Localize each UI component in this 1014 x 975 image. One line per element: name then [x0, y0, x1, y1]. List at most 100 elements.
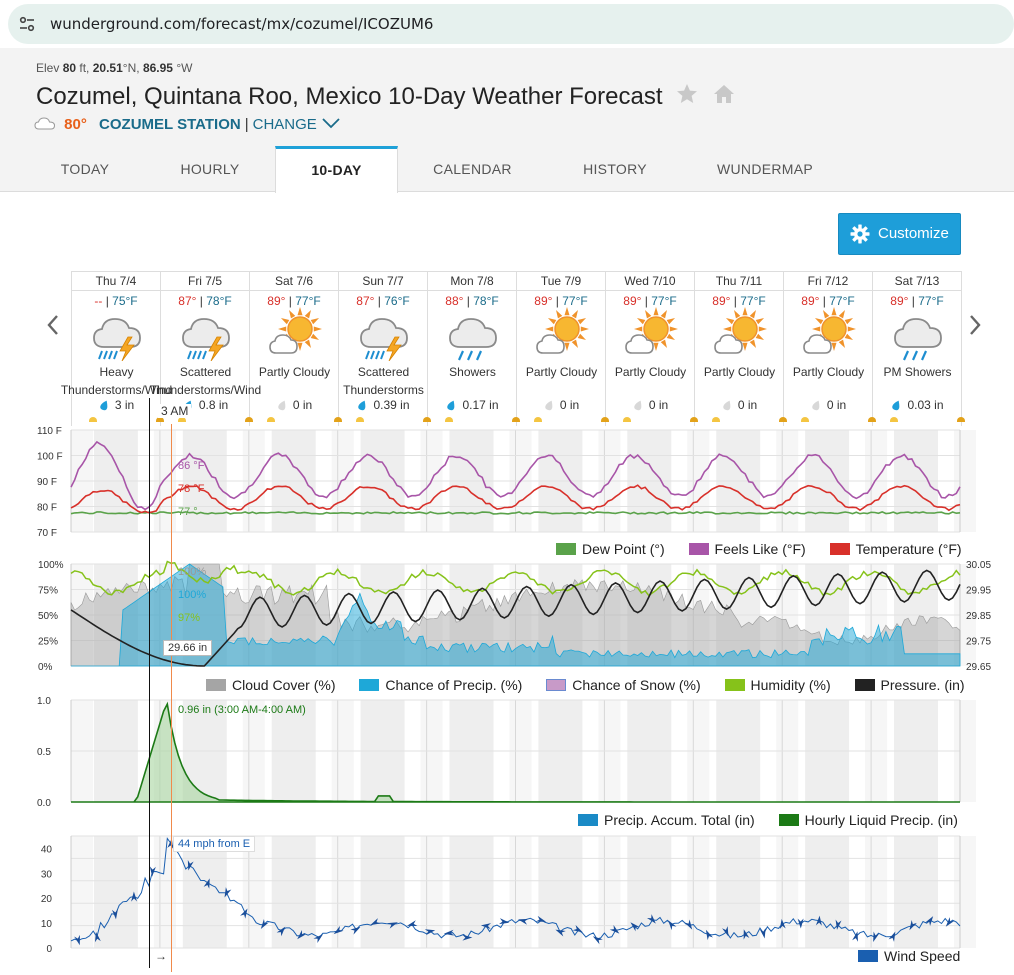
legend-chance-precip[interactable]: Chance of Precip. (%): [339, 677, 522, 693]
legend-cloud-cover[interactable]: Cloud Cover (%): [186, 677, 335, 693]
next-days-button[interactable]: [968, 312, 982, 343]
legend-chance-snow[interactable]: Chance of Snow (%): [526, 677, 701, 693]
wind-direction-marker: [815, 915, 822, 926]
day-precip: 0.03 in: [873, 398, 962, 412]
tab-calendar[interactable]: CALENDAR: [433, 161, 512, 177]
humidity-chart: 100% 75% 50% 25% 0% 30.05 29.95 29.85 29.75 29.65: [38, 560, 991, 673]
precip-chart: 1.0 0.5 0.0: [37, 696, 976, 809]
legend-feels-like[interactable]: Feels Like (°F): [669, 541, 806, 557]
tooltip-cloud-cover: 100%: [178, 566, 207, 578]
legend-precip-accum[interactable]: Precip. Accum. Total (in): [558, 812, 755, 828]
wind-direction-marker: [387, 922, 398, 929]
station-name: COZUMEL STATION: [99, 116, 241, 133]
daily-forecast-strip: Thu 7/4 -- | 75°F Heavy Thunderstorms/Wind 3…: [61, 271, 965, 426]
chevron-down-icon[interactable]: [321, 117, 341, 129]
showers-icon: [894, 318, 942, 361]
partly-cloudy-icon: [714, 307, 767, 354]
y-tick-label: 30: [41, 869, 53, 880]
day-temps: 87° | 78°F: [178, 294, 232, 308]
high-temp: 89°: [712, 294, 731, 308]
tab-hourly[interactable]: HOURLY: [180, 161, 240, 177]
day-column[interactable]: Sat 7/13 89° | 77°F PM Showers 0.03 in: [873, 271, 965, 426]
wind-direction-marker: [592, 936, 603, 945]
site-settings-icon[interactable]: [18, 15, 36, 33]
tab-history[interactable]: HISTORY: [583, 161, 647, 177]
legend-temperature[interactable]: Temperature (°F): [810, 541, 962, 557]
thunderstorm-icon: [93, 318, 141, 361]
legend-humidity[interactable]: Humidity (%): [705, 677, 831, 693]
y-tick-label: 50%: [38, 611, 58, 622]
hourly-precip-area: [71, 701, 960, 803]
address-field[interactable]: wunderground.com/forecast/mx/cozumel/ICO…: [8, 4, 1014, 44]
high-temp: 89°: [534, 294, 553, 308]
wind-direction-marker: [705, 929, 714, 941]
hover-cursor-line: [149, 398, 150, 968]
y-tick-label: 1.0: [37, 696, 51, 707]
high-temp: 87°: [178, 294, 197, 308]
wind-direction-marker: [535, 915, 547, 922]
wind-direction-marker: [406, 920, 418, 926]
sunrise-icon: [89, 417, 97, 422]
legend-wind-speed[interactable]: Wind Speed: [838, 948, 960, 964]
home-icon[interactable]: [712, 82, 736, 106]
sunset-icon: [334, 417, 342, 422]
legend-dew-point[interactable]: Dew Point (°): [536, 541, 665, 557]
day-column[interactable]: Fri 7/12 89° | 77°F Partly Cloudy 0 in: [784, 271, 876, 426]
day-temps: -- | 75°F: [94, 294, 138, 308]
tab-10-day[interactable]: 10-DAY: [275, 146, 398, 193]
low-temp: 77°F: [918, 294, 944, 308]
customize-button[interactable]: Customize: [838, 213, 961, 255]
elev-unit: ft,: [79, 61, 90, 75]
day-condition: Partly Cloudy: [614, 365, 687, 379]
lat-unit: °N,: [122, 61, 140, 75]
day-condition: Heavy Thunderstorms/Wind: [60, 365, 173, 397]
day-column[interactable]: Wed 7/10 89° | 77°F Partly Cloudy 0 in: [606, 271, 698, 426]
day-condition: Partly Cloudy: [525, 365, 598, 379]
pressure-line: [70, 569, 961, 667]
wind-direction-marker: [240, 908, 248, 919]
wind-direction-marker: [443, 929, 455, 936]
sunset-icon: [245, 417, 253, 422]
raindrop-icon: [278, 400, 286, 411]
lon-unit: °W: [176, 61, 193, 75]
y-tick-label: 75%: [38, 586, 58, 597]
change-station-button[interactable]: CHANGE: [252, 116, 317, 133]
day-column[interactable]: Thu 7/4 -- | 75°F Heavy Thunderstorms/Wind 3…: [61, 271, 172, 426]
sunrise-icon: [267, 417, 275, 422]
day-condition: Scattered Thunderstorms/Wind: [149, 365, 262, 397]
day-column[interactable]: Mon 7/8 88° | 78°F Showers 0.17 in: [428, 271, 520, 426]
day-column[interactable]: Fri 7/5 87° | 78°F Scattered Thunderstorms/…: [150, 271, 261, 426]
wind-direction-marker: [647, 914, 656, 924]
sunset-icon: [423, 417, 431, 422]
sunrise-icon: [178, 417, 186, 422]
lat-value: 20.51: [92, 61, 123, 75]
y-tick-label: 90 F: [37, 477, 57, 488]
day-name: Thu 7/4: [72, 271, 160, 291]
legend-pressure[interactable]: Pressure. (in): [835, 677, 965, 693]
station-separator: |: [244, 116, 249, 133]
tab-today[interactable]: TODAY: [60, 161, 110, 177]
day-column[interactable]: Tue 7/9 89° | 77°F Partly Cloudy 0 in: [517, 271, 609, 426]
wind-direction-marker: [555, 929, 566, 937]
url-text[interactable]: wunderground.com/forecast/mx/cozumel/ICO…: [50, 15, 434, 33]
low-temp: 77°F: [651, 294, 677, 308]
wind-direction-marker: [779, 918, 786, 930]
sunrise-icon: [712, 417, 720, 422]
low-temp: 77°F: [740, 294, 766, 308]
day-temps: 87° | 76°F: [356, 294, 410, 308]
star-icon[interactable]: [675, 82, 699, 106]
day-precip: 0.17 in: [428, 398, 517, 412]
wind-direction-label: →: [152, 949, 170, 963]
day-column[interactable]: Sun 7/7 87° | 76°F Scattered Thunderstorms 0…: [339, 271, 431, 426]
day-precip: 0 in: [784, 398, 873, 412]
day-condition: Scattered Thunderstorms: [343, 365, 424, 397]
legend-hourly-precip[interactable]: Hourly Liquid Precip. (in): [759, 812, 958, 828]
day-condition: Partly Cloudy: [258, 365, 331, 379]
wind-direction-marker: [131, 891, 138, 902]
day-name: Wed 7/10: [606, 271, 694, 291]
day-column[interactable]: Thu 7/11 89° | 77°F Partly Cloudy 0 in: [695, 271, 787, 426]
day-column[interactable]: Sat 7/6 89° | 77°F Partly Cloudy 0 in: [250, 271, 342, 426]
partly-cloudy-icon: [803, 307, 856, 354]
prev-days-button[interactable]: [46, 312, 60, 343]
tab-wundermap[interactable]: WUNDERMAP: [716, 161, 814, 177]
